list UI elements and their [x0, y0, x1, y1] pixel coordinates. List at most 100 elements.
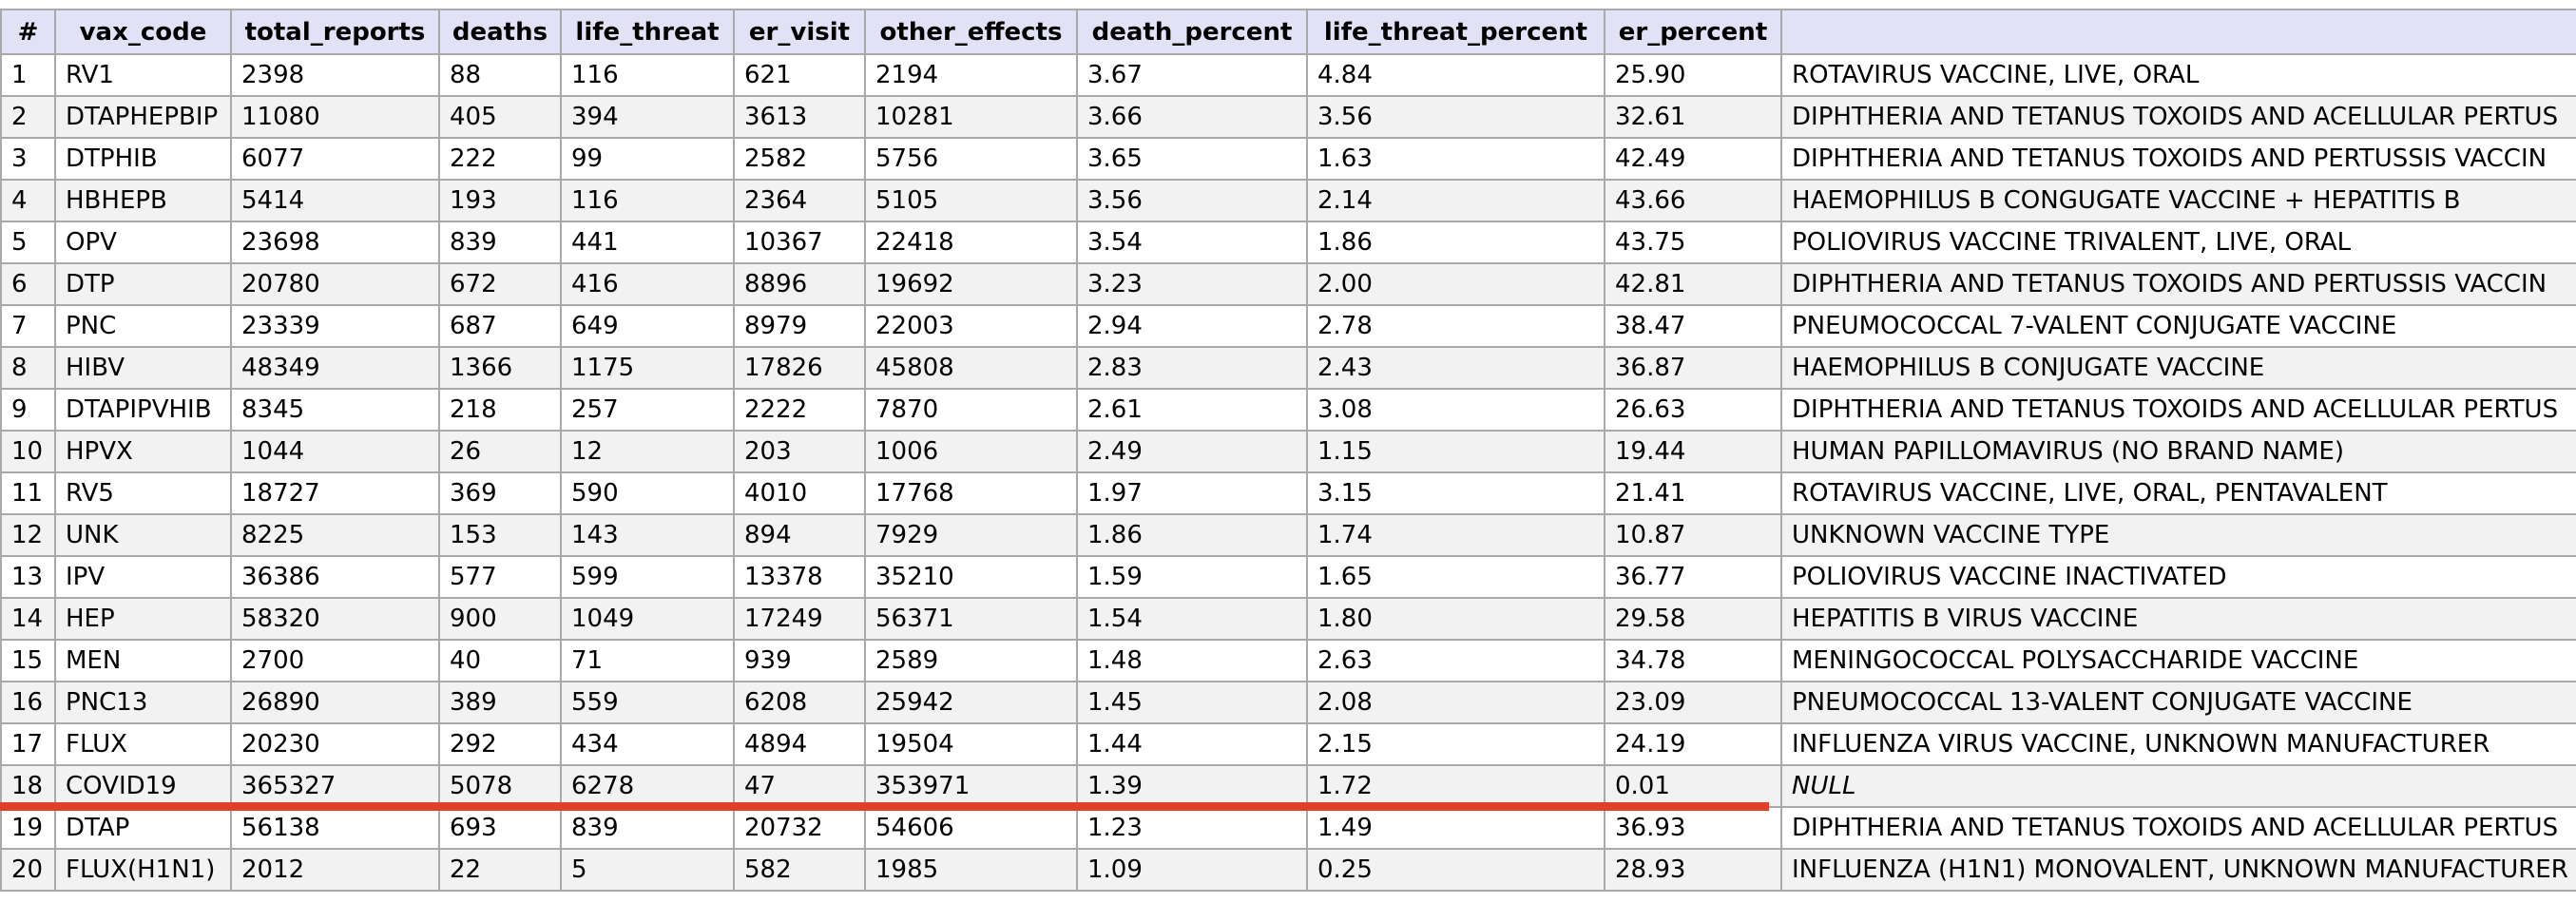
- table-cell: 1.45: [1076, 681, 1308, 724]
- table-row: 17 FLUX 20230 292 434 4894 19504 1.44 2.15 24.19 I…: [0, 722, 2576, 766]
- table-cell: 2582: [733, 137, 866, 181]
- table-cell: 13378: [733, 555, 866, 599]
- table-cell: DTAP: [54, 806, 232, 850]
- table-cell: 3.56: [1306, 95, 1605, 139]
- table-cell: 42.81: [1604, 262, 1782, 306]
- table-cell: 116: [560, 179, 735, 222]
- table-cell: 26890: [230, 681, 440, 724]
- table-cell: 1: [0, 53, 56, 97]
- table-cell: 1.59: [1076, 555, 1308, 599]
- table-cell: 3.65: [1076, 137, 1308, 181]
- table-cell: IPV: [54, 555, 232, 599]
- table-cell: 3.23: [1076, 262, 1308, 306]
- table-cell: 6077: [230, 137, 440, 181]
- table-cell: 1.48: [1076, 639, 1308, 682]
- table-cell: 3: [0, 137, 56, 181]
- table-cell: 8896: [733, 262, 866, 306]
- table-cell: 5756: [864, 137, 1078, 181]
- table-cell: 10281: [864, 95, 1078, 139]
- table-cell: 353971: [864, 764, 1078, 808]
- table-cell: 54606: [864, 806, 1078, 850]
- table-cell: 35210: [864, 555, 1078, 599]
- table-cell: 7: [0, 304, 56, 348]
- table-cell: 1049: [560, 597, 735, 641]
- table-cell: 2398: [230, 53, 440, 97]
- table-cell: 8225: [230, 513, 440, 557]
- table-cell: DTAPIPVHIB: [54, 388, 232, 432]
- table-cell: FLUX: [54, 722, 232, 766]
- table-cell: 34.78: [1604, 639, 1782, 682]
- table-cell: 1.74: [1306, 513, 1605, 557]
- table-cell: 2.94: [1076, 304, 1308, 348]
- table-cell: 218: [438, 388, 562, 432]
- table-cell: 19.44: [1604, 430, 1782, 473]
- table-cell: INFLUENZA (H1N1) MONOVALENT, UNKNOWN MAN…: [1780, 848, 2576, 892]
- table-cell: 25.90: [1604, 53, 1782, 97]
- column-header: life_threat_percent: [1306, 9, 1605, 55]
- table-row: 12 UNK 8225 153 143 894 7929 1.86 1.74 10.87 UNKNO…: [0, 513, 2576, 557]
- table-cell: ROTAVIRUS VACCINE, LIVE, ORAL, PENTAVALE…: [1780, 471, 2576, 515]
- table-cell: 257: [560, 388, 735, 432]
- column-header: #: [0, 9, 56, 55]
- column-header: death_percent: [1076, 9, 1308, 55]
- results-table: # vax_code total_reports deaths life_threat e…: [0, 9, 2576, 892]
- table-cell: 4894: [733, 722, 866, 766]
- table-cell: RV1: [54, 53, 232, 97]
- table-cell: 621: [733, 53, 866, 97]
- table-cell: 2.14: [1306, 179, 1605, 222]
- table-cell: 5414: [230, 179, 440, 222]
- table-row: 16 PNC13 26890 389 559 6208 25942 1.45 2.08 23.09…: [0, 681, 2576, 724]
- table-cell: 1.65: [1306, 555, 1605, 599]
- table-cell: 599: [560, 555, 735, 599]
- column-header: other_effects: [864, 9, 1078, 55]
- table-cell: 2.00: [1306, 262, 1605, 306]
- table-cell: POLIOVIRUS VACCINE INACTIVATED: [1780, 555, 2576, 599]
- table-row: 13 IPV 36386 577 599 13378 35210 1.59 1.65 36.77 P…: [0, 555, 2576, 599]
- column-header: total_reports: [230, 9, 440, 55]
- table-cell: 3.56: [1076, 179, 1308, 222]
- table-cell: 13: [0, 555, 56, 599]
- table-cell: 18727: [230, 471, 440, 515]
- table-cell: 4: [0, 179, 56, 222]
- table-cell: 3613: [733, 95, 866, 139]
- table-cell: 22003: [864, 304, 1078, 348]
- table-cell: COVID19: [54, 764, 232, 808]
- highlight-underline: [0, 802, 1769, 811]
- table-cell: 2.83: [1076, 346, 1308, 390]
- table-cell: OPV: [54, 221, 232, 264]
- table-cell: 1.86: [1306, 221, 1605, 264]
- column-header: life_threat: [560, 9, 735, 55]
- table-cell: 45808: [864, 346, 1078, 390]
- table-cell: DIPHTHERIA AND TETANUS TOXOIDS AND ACELL…: [1780, 95, 2576, 139]
- table-cell: 10367: [733, 221, 866, 264]
- table-cell: 590: [560, 471, 735, 515]
- table-cell: 11: [0, 471, 56, 515]
- table-cell: DIPHTHERIA AND TETANUS TOXOIDS AND ACELL…: [1780, 388, 2576, 432]
- table-cell: 1.72: [1306, 764, 1605, 808]
- table-cell: PNC: [54, 304, 232, 348]
- table-cell: 2012: [230, 848, 440, 892]
- table-cell: UNKNOWN VACCINE TYPE: [1780, 513, 2576, 557]
- table-cell: 10.87: [1604, 513, 1782, 557]
- table-cell: 17: [0, 722, 56, 766]
- table-cell: 16: [0, 681, 56, 724]
- table-cell: 3.15: [1306, 471, 1605, 515]
- table-cell: 58320: [230, 597, 440, 641]
- table-cell: 17826: [733, 346, 866, 390]
- table-row: 10 HPVX 1044 26 12 203 1006 2.49 1.15 19.44 HUMAN …: [0, 430, 2576, 473]
- table-cell: DIPHTHERIA AND TETANUS TOXOIDS AND PERTU…: [1780, 137, 2576, 181]
- table-cell: 2.15: [1306, 722, 1605, 766]
- table-cell: 14: [0, 597, 56, 641]
- table-cell: 8: [0, 346, 56, 390]
- table-cell: 36386: [230, 555, 440, 599]
- column-header: [1780, 9, 2576, 55]
- table-cell: 1.09: [1076, 848, 1308, 892]
- table-row: 18 COVID19 365327 5078 6278 47 353971 1.39 1.72 0…: [0, 764, 2576, 808]
- table-cell: 2.63: [1306, 639, 1605, 682]
- table-cell: 56371: [864, 597, 1078, 641]
- table-cell: 22418: [864, 221, 1078, 264]
- table-cell: 17249: [733, 597, 866, 641]
- table-cell: 48349: [230, 346, 440, 390]
- table-cell: 88: [438, 53, 562, 97]
